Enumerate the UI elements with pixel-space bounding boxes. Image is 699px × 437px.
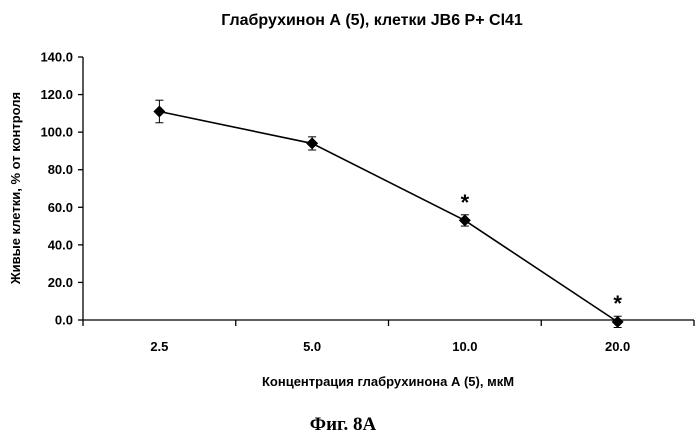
significance-asterisk: * xyxy=(613,291,622,316)
y-tick-label: 60.0 xyxy=(48,200,73,215)
x-axis-label: Концентрация глабрухинона А (5), мкМ xyxy=(262,374,514,389)
significance-asterisk: * xyxy=(461,190,470,215)
y-tick-label: 20.0 xyxy=(48,275,73,290)
data-point-diamond xyxy=(459,214,471,226)
x-tick-label: 10.0 xyxy=(452,339,477,354)
series-line xyxy=(159,111,617,321)
y-tick-label: 140.0 xyxy=(40,50,73,65)
chart-title: Глабрухинон А (5), клетки JB6 P+ Cl41 xyxy=(221,12,523,29)
figure-caption: Фиг. 8А xyxy=(310,414,377,435)
data-point-diamond xyxy=(153,105,165,117)
data-point-diamond xyxy=(612,316,624,328)
y-tick-label: 80.0 xyxy=(48,162,73,177)
y-axis-label: Живые клетки, % от контроля xyxy=(8,92,23,285)
y-tick-label: 100.0 xyxy=(40,125,73,140)
x-tick-label: 5.0 xyxy=(303,339,321,354)
plot-area: 0.0 20.0 40.0 60.0 80.0 100.0 120.0 140.0 2.5 5.0… xyxy=(40,50,694,355)
x-tick-label: 20.0 xyxy=(605,339,630,354)
y-tick-label: 40.0 xyxy=(48,237,73,252)
x-tick-label: 2.5 xyxy=(150,339,168,354)
data-point-diamond xyxy=(306,137,318,149)
y-tick-label: 120.0 xyxy=(40,87,73,102)
y-tick-label: 0.0 xyxy=(55,313,73,328)
